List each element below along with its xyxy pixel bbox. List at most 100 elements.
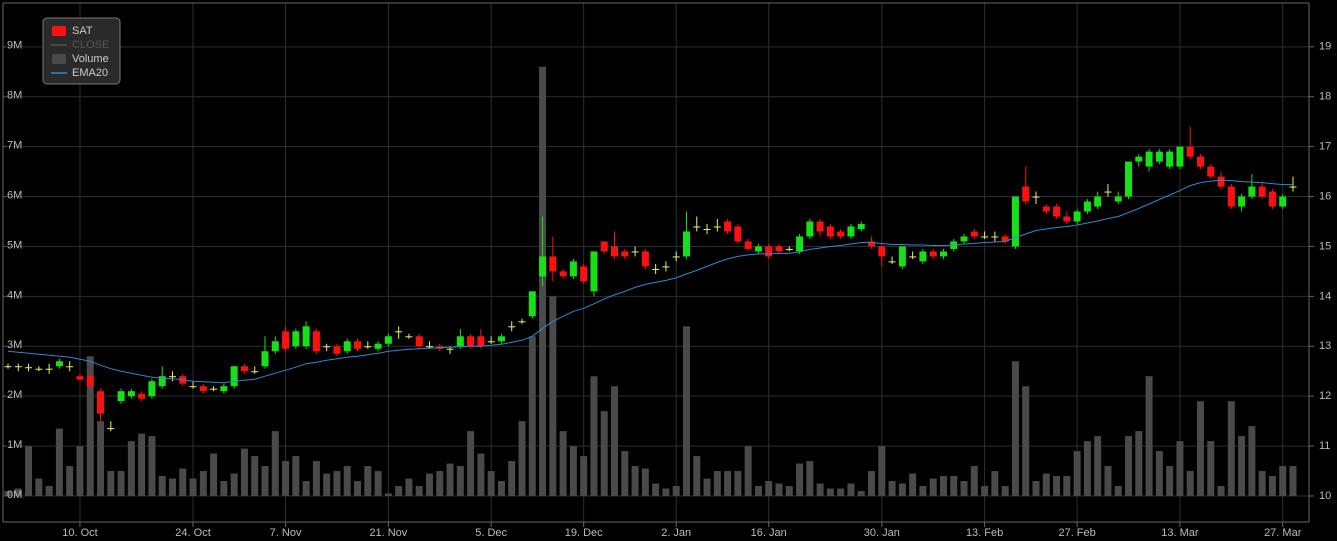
- volume-bar: [55, 428, 63, 496]
- candle-body: [662, 266, 670, 268]
- volume-bar: [518, 421, 526, 496]
- candle-body: [230, 366, 238, 387]
- volume-bar: [765, 481, 773, 496]
- y-tick-label: 6M: [7, 189, 22, 201]
- volume-bar: [1289, 466, 1297, 496]
- volume-bar: [1083, 441, 1091, 496]
- ema-line: [7, 179, 1293, 384]
- y-tick-label: 3M: [7, 339, 22, 351]
- candle-body: [497, 336, 505, 342]
- candle-body: [569, 261, 577, 277]
- legend-swatch[interactable]: [52, 54, 66, 64]
- candle-body: [724, 221, 732, 232]
- candle-body: [35, 368, 43, 370]
- volume-bar: [148, 436, 156, 496]
- volume-bar: [199, 471, 207, 496]
- legend-label[interactable]: SAT: [72, 25, 93, 37]
- volume-bar: [950, 476, 958, 496]
- volume-bar: [4, 491, 12, 496]
- volume-bar: [806, 461, 814, 496]
- candle-body: [97, 391, 105, 414]
- volume-bar: [1094, 436, 1102, 496]
- candle-body: [734, 226, 742, 242]
- candle-body: [796, 236, 804, 252]
- candle-body: [1032, 196, 1040, 198]
- volume-bar: [1001, 486, 1009, 496]
- candle-body: [518, 321, 526, 323]
- volume-bar: [415, 486, 423, 496]
- candle-body: [1258, 186, 1266, 197]
- volume-bar: [282, 461, 290, 496]
- volume-bar: [744, 446, 752, 496]
- volume-bar: [981, 486, 989, 496]
- volume-bar: [775, 483, 783, 496]
- candle-body: [425, 346, 433, 348]
- volume-bar: [210, 453, 218, 496]
- candle-body: [1104, 191, 1112, 193]
- candle-body: [1268, 191, 1276, 207]
- volume-bar: [364, 466, 372, 496]
- candle-body: [14, 366, 22, 368]
- candle-body: [1125, 161, 1133, 197]
- volume-bar: [528, 336, 536, 496]
- volume-bar: [1063, 476, 1071, 496]
- legend-label[interactable]: EMA20: [72, 67, 108, 79]
- volume-bar: [1073, 451, 1081, 496]
- volume-bar: [970, 466, 978, 496]
- volume-bar: [868, 471, 876, 496]
- legend-label[interactable]: CLOSE: [72, 39, 109, 51]
- candle-body: [210, 388, 218, 390]
- candle-body: [919, 251, 927, 262]
- candle-body: [641, 251, 649, 267]
- legend-label[interactable]: Volume: [72, 53, 109, 65]
- candle-body: [559, 271, 567, 277]
- candle-body: [25, 367, 33, 369]
- volume-bar: [878, 446, 886, 496]
- legend-swatch[interactable]: [52, 26, 66, 36]
- candle-body: [600, 241, 608, 252]
- volume-bar: [127, 441, 135, 496]
- candle-body: [446, 348, 454, 350]
- candle-body: [580, 266, 588, 282]
- volume-bar: [425, 473, 433, 496]
- candle-body: [991, 236, 999, 238]
- candle-body: [888, 261, 896, 263]
- y2-tick-label: 10: [1319, 490, 1331, 502]
- volume-bar: [395, 486, 403, 496]
- candle-body: [45, 368, 53, 370]
- volume-bar: [1279, 466, 1287, 496]
- volume-bar: [909, 473, 917, 496]
- volume-bar: [888, 481, 896, 496]
- volume-bar: [66, 466, 74, 496]
- volume-bar: [354, 481, 362, 496]
- candle-body: [292, 331, 300, 347]
- volume-bar: [549, 296, 557, 496]
- volume-bar: [477, 453, 485, 496]
- y2-tick-label: 11: [1319, 440, 1330, 452]
- candle-body: [1207, 166, 1215, 177]
- y2-tick-label: 14: [1319, 290, 1331, 302]
- candle-body: [970, 231, 978, 237]
- volume-bar: [991, 471, 999, 496]
- volume-bar: [343, 466, 351, 496]
- x-tick-label: 10. Oct: [62, 527, 97, 539]
- candle-body: [456, 336, 464, 347]
- candle-body: [754, 246, 762, 252]
- volume-bar: [508, 461, 516, 496]
- volume-bar: [240, 448, 248, 496]
- volume-bar: [1125, 436, 1133, 496]
- candle-body: [785, 248, 793, 250]
- volume-bar: [826, 488, 834, 496]
- volume-bar: [569, 446, 577, 496]
- volume-bar: [446, 463, 454, 496]
- candle-body: [477, 336, 485, 347]
- volume-bar: [652, 483, 660, 496]
- candle-body: [1279, 196, 1287, 207]
- volume-bar: [45, 486, 53, 496]
- candle-body: [960, 236, 968, 242]
- candle-body: [857, 223, 865, 229]
- volume-bar: [559, 431, 567, 496]
- candle-body: [672, 256, 680, 258]
- candle-body: [251, 371, 259, 373]
